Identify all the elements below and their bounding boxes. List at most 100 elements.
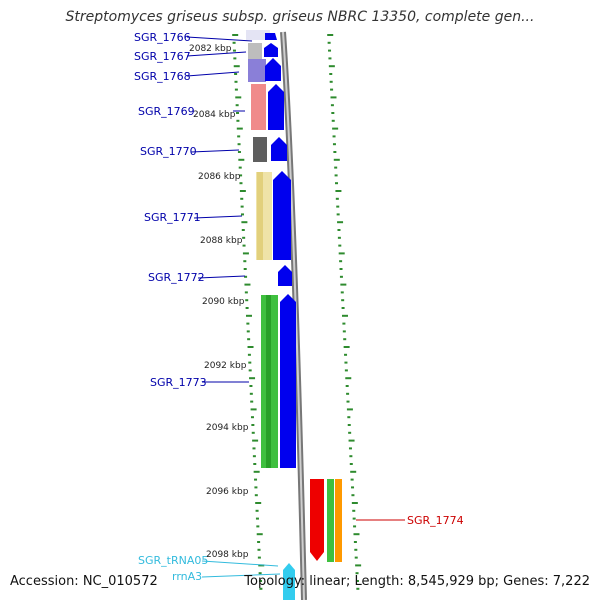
scale-tick xyxy=(332,135,336,138)
scale-tick xyxy=(255,509,259,512)
feature-sgr-1767[interactable] xyxy=(248,43,262,59)
gene-label-sgr-1769[interactable]: SGR_1769 xyxy=(138,105,195,118)
scale-tick xyxy=(337,221,344,224)
scale-tick xyxy=(233,65,240,68)
gene-label-sgr-1767[interactable]: SGR_1767 xyxy=(134,50,191,63)
scale-tick xyxy=(236,119,240,122)
scale-tick xyxy=(331,119,335,122)
feature-trna[interactable] xyxy=(283,563,295,600)
topology-summary: Topology: linear; Length: 8,545,929 bp; … xyxy=(244,574,590,589)
scale-tick xyxy=(342,322,346,325)
scale-tick xyxy=(257,541,261,543)
scale-tick xyxy=(254,494,258,497)
scale-label-2098: 2098 kbp xyxy=(206,550,249,560)
scale-tick xyxy=(351,494,355,497)
scale-tick xyxy=(241,229,245,231)
scale-tick xyxy=(354,548,358,551)
scale-tick xyxy=(352,509,356,512)
feature-red-sgr-1774[interactable] xyxy=(310,479,324,561)
map-title: Streptomyces griseus subsp. griseus NBRC… xyxy=(65,9,535,25)
scale-tick xyxy=(328,49,332,52)
scale-tick xyxy=(247,346,254,348)
scale-tick xyxy=(259,587,263,590)
feature-orange-sgr-1774[interactable] xyxy=(335,479,342,562)
gene-label-sgr-1774[interactable]: SGR_1774 xyxy=(407,514,464,527)
scale-tick xyxy=(244,275,248,278)
gene-label-sgr-1771[interactable]: SGR_1771 xyxy=(144,211,201,224)
scale-tick xyxy=(338,244,342,247)
gene-label-rrna3[interactable]: rrnA3 xyxy=(172,570,202,583)
scale-tick xyxy=(341,299,345,302)
scale-tick xyxy=(254,486,258,489)
scale-tick xyxy=(349,463,353,465)
scale-tick xyxy=(248,361,252,364)
cds-arrow-sgr-1768[interactable] xyxy=(265,58,281,81)
scale-tick xyxy=(344,369,348,372)
feature-sgr-1768[interactable] xyxy=(248,59,266,82)
cds-arrow-sgr-1770[interactable] xyxy=(271,137,287,161)
cds-arrow-sgr-1772[interactable] xyxy=(278,265,292,286)
gene-label-sgr-1766[interactable]: SGR_1766 xyxy=(134,31,191,44)
scale-tick xyxy=(347,416,351,419)
scale-tick xyxy=(345,385,349,387)
feature-top-faint[interactable] xyxy=(246,30,270,40)
scale-tick xyxy=(339,260,343,263)
scale-tick xyxy=(334,166,338,169)
scale-tick xyxy=(327,41,331,44)
scale-tick xyxy=(330,96,337,99)
scale-tick xyxy=(245,314,252,317)
scale-tick xyxy=(329,73,333,75)
scale-tick xyxy=(351,486,355,489)
scale-tick xyxy=(255,502,262,504)
gene-label-sgr-1770[interactable]: SGR_1770 xyxy=(140,145,197,158)
gene-label-trna05[interactable]: SGR_tRNA05 xyxy=(138,554,208,567)
scale-tick xyxy=(350,470,357,473)
scale-tick xyxy=(328,65,335,68)
cds-arrow-sgr-1769[interactable] xyxy=(268,84,284,130)
gene-label-sgr-1768[interactable]: SGR_1768 xyxy=(134,70,191,83)
scale-tick xyxy=(257,548,261,551)
scale-tick xyxy=(344,361,348,364)
scale-label-2088: 2088 kbp xyxy=(200,236,243,246)
gene-label-sgr-1772[interactable]: SGR_1772 xyxy=(148,271,205,284)
scale-tick xyxy=(244,291,248,294)
scale-tick xyxy=(342,330,346,333)
feature-green-sgr-1774[interactable] xyxy=(327,479,334,562)
cds-arrow-sgr-1771[interactable] xyxy=(273,171,291,260)
scale-label-2082: 2082 kbp xyxy=(189,44,232,54)
scale-tick xyxy=(335,190,342,192)
scale-label-2090: 2090 kbp xyxy=(202,297,245,307)
feature-sgr-1770[interactable] xyxy=(253,137,267,162)
scale-tick xyxy=(234,80,238,83)
scale-tick xyxy=(333,158,340,161)
scale-tick xyxy=(252,455,256,458)
scale-tick xyxy=(352,517,356,520)
scale-tick xyxy=(346,408,353,411)
scale-tick xyxy=(250,408,257,411)
scale-tick xyxy=(338,252,345,255)
scale-tick xyxy=(234,88,238,91)
scale-tick xyxy=(239,182,243,185)
scale-tick xyxy=(248,369,252,372)
scale-tick xyxy=(351,502,358,504)
scale-ticks-inner xyxy=(232,34,265,590)
leader-trna xyxy=(201,560,279,567)
scale-tick xyxy=(348,439,355,442)
scale-tick xyxy=(341,314,348,317)
scale-tick xyxy=(348,431,352,434)
gene-label-sgr-1773[interactable]: SGR_1773 xyxy=(150,376,207,389)
scale-tick xyxy=(343,338,347,341)
scale-tick xyxy=(344,353,348,356)
scale-tick xyxy=(256,533,263,536)
cds-arrow-sgr-1766[interactable] xyxy=(265,33,277,40)
scale-tick xyxy=(233,57,237,60)
scale-tick xyxy=(345,377,352,380)
feature-sgr-1769[interactable] xyxy=(251,84,266,130)
scale-tick xyxy=(356,587,360,590)
cds-arrow-sgr-1767[interactable] xyxy=(264,43,278,57)
scale-tick xyxy=(340,291,344,294)
scale-tick xyxy=(249,385,253,387)
cds-arrow-sgr-1773[interactable] xyxy=(280,294,296,468)
scale-tick xyxy=(251,424,255,426)
